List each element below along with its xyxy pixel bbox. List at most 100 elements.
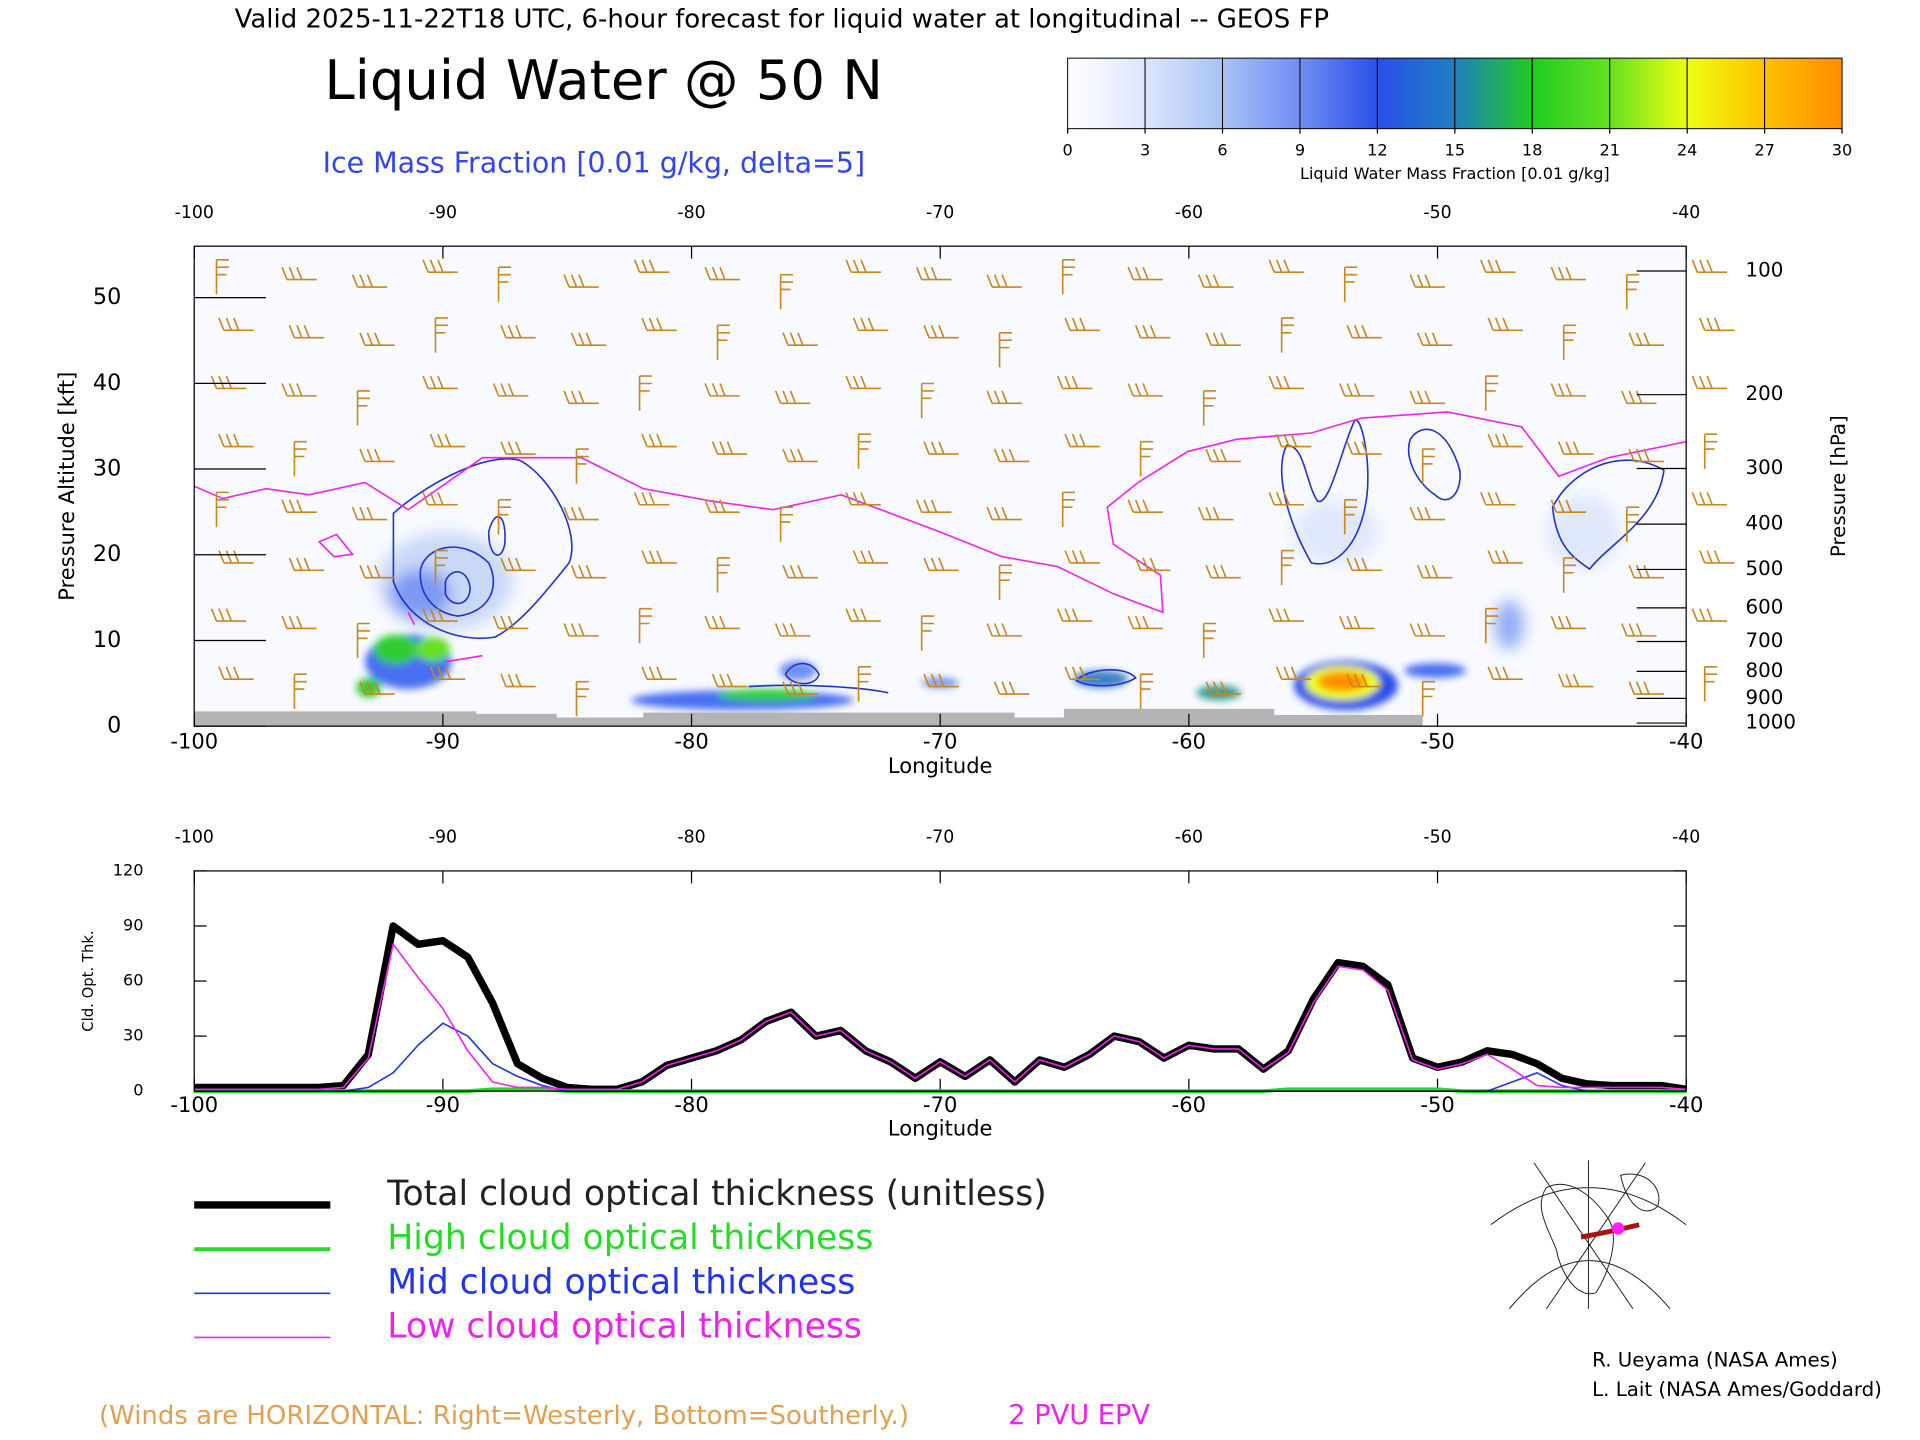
- legend-label: Low cloud optical thickness: [387, 1307, 862, 1347]
- wind-barb: [1416, 332, 1453, 346]
- wind-barb: [1127, 266, 1163, 281]
- wind-barb: [359, 681, 395, 695]
- y-tick-label: 50: [93, 284, 121, 310]
- wind-barb: [986, 274, 1022, 288]
- x-tick-label: -70: [926, 828, 954, 848]
- colorbar-tick-label: 24: [1677, 140, 1697, 159]
- plot-frame: [193, 245, 1687, 727]
- y2-tick-label: 600: [1746, 595, 1784, 618]
- y2-tick-label: 400: [1746, 512, 1784, 535]
- wind-barb: [1699, 550, 1735, 564]
- x-tick-label: -100: [170, 1092, 218, 1117]
- wind-barb: [1628, 565, 1664, 579]
- wind-barb: [1487, 317, 1523, 332]
- wind-barb: [434, 317, 448, 353]
- wind-barb: [1346, 441, 1382, 455]
- wind-barb: [1550, 266, 1586, 281]
- x-tick-label: -90: [426, 728, 460, 753]
- wind-barb: [1061, 258, 1076, 295]
- x-tick-label: -90: [429, 203, 457, 223]
- wind-barb: [1198, 506, 1234, 521]
- wind-barb: [1691, 608, 1728, 622]
- wind-barb: [210, 608, 247, 622]
- wind-barb: [1064, 317, 1100, 332]
- wind-barb: [1056, 608, 1093, 622]
- wind-barb: [281, 615, 317, 630]
- plot-frame: [193, 870, 1687, 1092]
- y-tick-label: 30: [93, 456, 121, 482]
- wind-barb: [857, 666, 871, 702]
- x-tick-label: -60: [1172, 1092, 1206, 1117]
- wind-barb: [1056, 375, 1093, 390]
- y2-tick-label: 700: [1746, 629, 1784, 652]
- y-tick-label: 30: [123, 1026, 143, 1045]
- wind-barb: [570, 332, 607, 346]
- wind-barb: [711, 673, 748, 688]
- wind-barb: [1484, 375, 1499, 411]
- colorbar-cell: [1531, 57, 1611, 130]
- wind-barb: [1621, 623, 1657, 637]
- wind-barb: [1275, 666, 1312, 680]
- wind-barb: [218, 317, 254, 332]
- wind-barb: [1421, 448, 1436, 484]
- colorbar-tick-label: 9: [1295, 140, 1305, 159]
- wind-barb: [1343, 266, 1358, 302]
- x-tick-label: -50: [1420, 728, 1454, 753]
- y-tick-label: 10: [93, 627, 121, 653]
- wind-barb: [359, 565, 395, 579]
- wind-barb: [1064, 433, 1100, 448]
- colorbar-tick-label: 27: [1754, 140, 1774, 159]
- colorbar-tick-label: 12: [1367, 140, 1387, 159]
- wind-barb: [1691, 375, 1728, 390]
- x-tick-label: -70: [923, 728, 957, 753]
- wind-barb: [422, 259, 458, 273]
- wind-barb: [1628, 681, 1664, 695]
- wind-barb: [1205, 448, 1241, 463]
- y-tick-label: 0: [107, 713, 121, 739]
- series-line: [194, 922, 1687, 1093]
- wind-barb: [500, 557, 536, 572]
- wind-barb: [716, 557, 730, 593]
- wind-barb: [986, 506, 1022, 521]
- wind-barb: [915, 266, 952, 281]
- wind-barb: [1550, 615, 1586, 630]
- wind-barb: [923, 673, 959, 688]
- wind-barb: [293, 673, 307, 709]
- wind-barb: [923, 325, 959, 339]
- wind-barb: [1268, 375, 1304, 390]
- wind-barb: [563, 390, 599, 405]
- colorbar-cell: [1067, 57, 1146, 130]
- wind-barb: [422, 608, 458, 622]
- wind-barb: [422, 375, 458, 390]
- colorbar-cell: [1222, 57, 1301, 130]
- wind-barb: [641, 433, 677, 448]
- x-tick-label: -50: [1423, 828, 1451, 848]
- wind-barb: [218, 433, 254, 448]
- wind-barb: [845, 375, 881, 390]
- wind-barb: [845, 259, 881, 273]
- wind-barb: [1202, 390, 1217, 426]
- wind-barb: [782, 332, 818, 346]
- wind-barb: [1202, 622, 1217, 659]
- wind-barb: [1346, 673, 1382, 688]
- wind-barb: [422, 492, 458, 506]
- wind-barb: [563, 623, 599, 637]
- wind-barb: [1280, 549, 1295, 586]
- wind-barb: [704, 615, 740, 630]
- wind-barb: [359, 448, 395, 463]
- wind-barb: [1621, 390, 1657, 405]
- x-tick-label: -80: [674, 1092, 708, 1117]
- wind-barb: [993, 681, 1030, 695]
- wind-barb: [1691, 492, 1728, 506]
- wind-barb: [1198, 274, 1234, 288]
- winds-note: (Winds are HORIZONTAL: Right=Westerly, B…: [99, 1401, 909, 1431]
- colorbar-cell: [1299, 57, 1378, 130]
- cross-section-field: [193, 246, 1735, 727]
- colorbar-tick-label: 3: [1140, 140, 1150, 159]
- wind-barb: [281, 266, 317, 281]
- wind-barb: [1409, 506, 1445, 521]
- x-axis-title: Longitude: [888, 753, 993, 778]
- y-axis-title: Pressure Altitude [kft]: [54, 372, 79, 601]
- wind-barb: [215, 258, 229, 295]
